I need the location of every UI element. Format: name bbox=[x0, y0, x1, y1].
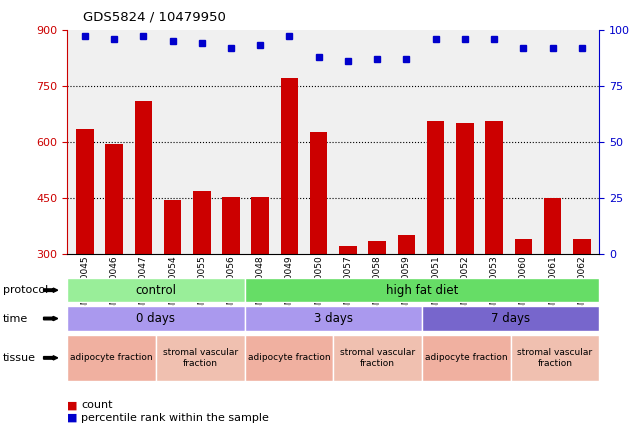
Text: time: time bbox=[3, 313, 28, 324]
Text: 0 days: 0 days bbox=[137, 312, 176, 325]
Text: stromal vascular
fraction: stromal vascular fraction bbox=[163, 348, 238, 368]
Bar bbox=[163, 200, 181, 254]
Bar bbox=[515, 239, 532, 254]
Text: adipocyte fraction: adipocyte fraction bbox=[425, 353, 508, 363]
Text: GDS5824 / 10479950: GDS5824 / 10479950 bbox=[83, 11, 226, 24]
Bar bbox=[573, 239, 590, 254]
Bar bbox=[105, 143, 123, 254]
Bar bbox=[456, 123, 474, 254]
Bar bbox=[397, 235, 415, 254]
Text: adipocyte fraction: adipocyte fraction bbox=[247, 353, 330, 363]
Text: protocol: protocol bbox=[3, 285, 49, 295]
Text: adipocyte fraction: adipocyte fraction bbox=[71, 353, 153, 363]
Bar bbox=[485, 121, 503, 254]
Bar bbox=[251, 197, 269, 254]
Bar bbox=[427, 121, 444, 254]
Text: stromal vascular
fraction: stromal vascular fraction bbox=[517, 348, 592, 368]
Bar bbox=[369, 241, 386, 254]
Text: 7 days: 7 days bbox=[491, 312, 530, 325]
Bar bbox=[544, 198, 562, 254]
Bar bbox=[135, 101, 152, 254]
Text: count: count bbox=[81, 400, 113, 410]
Bar bbox=[339, 246, 356, 254]
Bar bbox=[281, 78, 298, 254]
Bar bbox=[310, 132, 328, 254]
Text: percentile rank within the sample: percentile rank within the sample bbox=[81, 413, 269, 423]
Text: control: control bbox=[135, 284, 176, 297]
Text: stromal vascular
fraction: stromal vascular fraction bbox=[340, 348, 415, 368]
Bar bbox=[76, 129, 94, 254]
Text: ■: ■ bbox=[67, 413, 78, 423]
Text: tissue: tissue bbox=[3, 353, 36, 363]
Text: ■: ■ bbox=[67, 400, 78, 410]
Bar bbox=[193, 191, 210, 254]
Text: high fat diet: high fat diet bbox=[386, 284, 458, 297]
Text: 3 days: 3 days bbox=[314, 312, 353, 325]
Bar bbox=[222, 197, 240, 254]
